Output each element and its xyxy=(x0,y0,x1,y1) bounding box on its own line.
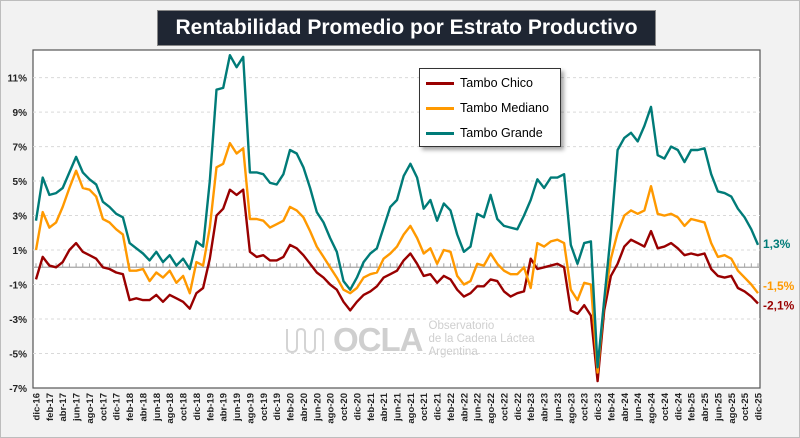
x-tick-label: dic-20 xyxy=(352,393,363,420)
x-tick-label: dic-18 xyxy=(192,393,203,420)
ocla-logo-icon xyxy=(286,327,324,353)
x-tick-label: feb-19 xyxy=(205,393,216,421)
y-tick-label: 11% xyxy=(8,74,28,85)
y-tick-label: 1% xyxy=(13,246,28,257)
x-tick-label: dic-22 xyxy=(513,393,524,420)
x-tick-label: ago-18 xyxy=(165,393,176,424)
x-tick-label: dic-21 xyxy=(433,392,444,420)
legend-label: Tambo Mediano xyxy=(460,101,549,115)
chart-title: Rentabilidad Promedio por Estrato Produc… xyxy=(157,10,656,46)
legend-item-tambo-mediano: Tambo Mediano xyxy=(426,100,549,116)
y-tick-label: -1% xyxy=(9,281,27,292)
x-tick-label: abr-25 xyxy=(700,392,711,421)
x-tick-label: ago-25 xyxy=(727,392,738,423)
x-tick-label: oct-23 xyxy=(580,393,591,421)
series-line-tambo-grande xyxy=(34,54,760,369)
x-tick-label: ago-23 xyxy=(566,393,577,424)
x-tick-label: feb-18 xyxy=(125,393,136,421)
watermark-line1: Observatorio xyxy=(428,320,495,332)
y-tick-label: -3% xyxy=(9,315,27,326)
end-value-label: -2,1% xyxy=(763,299,795,313)
x-tick-label: jun-21 xyxy=(393,392,404,422)
x-tick-label: dic-25 xyxy=(754,392,765,420)
x-tick-label: feb-17 xyxy=(45,393,56,421)
x-tick-label: abr-22 xyxy=(459,393,470,422)
ocla-watermark: OCLA Observatorio de la Cadena Láctea Ar… xyxy=(285,320,535,359)
x-tick-label: abr-24 xyxy=(620,392,631,421)
x-tick-label: abr-18 xyxy=(138,393,149,422)
y-tick-label: 9% xyxy=(13,108,28,119)
y-tick-label: 5% xyxy=(13,177,28,188)
watermark-line2: de la Cadena Láctea xyxy=(428,333,535,345)
x-tick-label: ago-21 xyxy=(406,392,417,423)
legend-label: Tambo Grande xyxy=(460,126,543,140)
x-tick-label: abr-20 xyxy=(299,393,310,422)
x-tick-label: abr-19 xyxy=(219,393,230,422)
x-tick-label: jun-20 xyxy=(312,393,323,422)
legend-label: Tambo Chico xyxy=(460,76,533,90)
x-tick-label: oct-25 xyxy=(740,392,751,421)
x-tick-label: abr-17 xyxy=(58,393,69,422)
legend-swatch xyxy=(426,131,454,135)
series-line-tambo-chico xyxy=(34,188,759,383)
x-tick-label: feb-21 xyxy=(366,392,377,421)
x-tick-label: dic-17 xyxy=(112,393,123,420)
x-tick-label: feb-24 xyxy=(606,392,617,421)
y-tick-label: -5% xyxy=(9,350,27,361)
chart-legend: Tambo Chico Tambo Mediano Tambo Grande xyxy=(419,68,561,147)
x-tick-label: ago-22 xyxy=(486,393,497,424)
x-tick-label: dic-19 xyxy=(272,393,283,420)
x-tick-label: oct-22 xyxy=(499,393,510,421)
x-tick-label: oct-17 xyxy=(98,393,109,421)
x-tick-label: jun-23 xyxy=(553,393,564,422)
x-tick-label: feb-25 xyxy=(687,392,698,421)
x-tick-label: abr-21 xyxy=(379,392,390,421)
x-tick-label: feb-23 xyxy=(526,393,537,421)
watermark-logo-text: OCLA xyxy=(333,320,423,358)
x-tick-label: dic-23 xyxy=(593,393,604,420)
y-tick-label: -7% xyxy=(9,384,27,395)
x-tick-label: jun-17 xyxy=(72,393,83,422)
y-tick-label: 7% xyxy=(13,143,28,154)
y-tick-label: 3% xyxy=(13,212,28,223)
watermark-line3: Argentina xyxy=(428,346,478,358)
x-tick-label: oct-18 xyxy=(179,393,190,421)
x-tick-label: ago-20 xyxy=(326,393,337,424)
x-tick-label: jun-18 xyxy=(152,393,163,422)
x-tick-label: dic-16 xyxy=(32,393,43,420)
x-tick-label: jun-19 xyxy=(232,393,243,422)
x-tick-label: ago-19 xyxy=(245,393,256,424)
x-tick-label: dic-24 xyxy=(673,392,684,420)
end-value-label: 1,3% xyxy=(763,237,791,251)
x-tick-label: oct-19 xyxy=(259,393,270,421)
x-tick-label: jun-25 xyxy=(713,392,724,422)
x-tick-label: ago-24 xyxy=(647,392,658,423)
legend-item-tambo-chico: Tambo Chico xyxy=(426,75,533,91)
x-tick-label: oct-20 xyxy=(339,393,350,421)
legend-swatch xyxy=(426,81,454,85)
x-tick-label: abr-23 xyxy=(540,393,551,422)
legend-item-tambo-grande: Tambo Grande xyxy=(426,125,543,141)
x-tick-label: feb-20 xyxy=(286,393,297,421)
end-value-label: -1,5% xyxy=(763,279,795,293)
x-tick-label: jun-24 xyxy=(633,392,644,422)
x-tick-label: oct-21 xyxy=(419,392,430,421)
x-tick-label: ago-17 xyxy=(85,393,96,424)
plot-area xyxy=(32,49,761,389)
x-tick-label: jun-22 xyxy=(473,393,484,422)
legend-swatch xyxy=(426,106,454,110)
x-tick-label: feb-22 xyxy=(446,393,457,421)
x-tick-label: oct-24 xyxy=(660,392,671,421)
